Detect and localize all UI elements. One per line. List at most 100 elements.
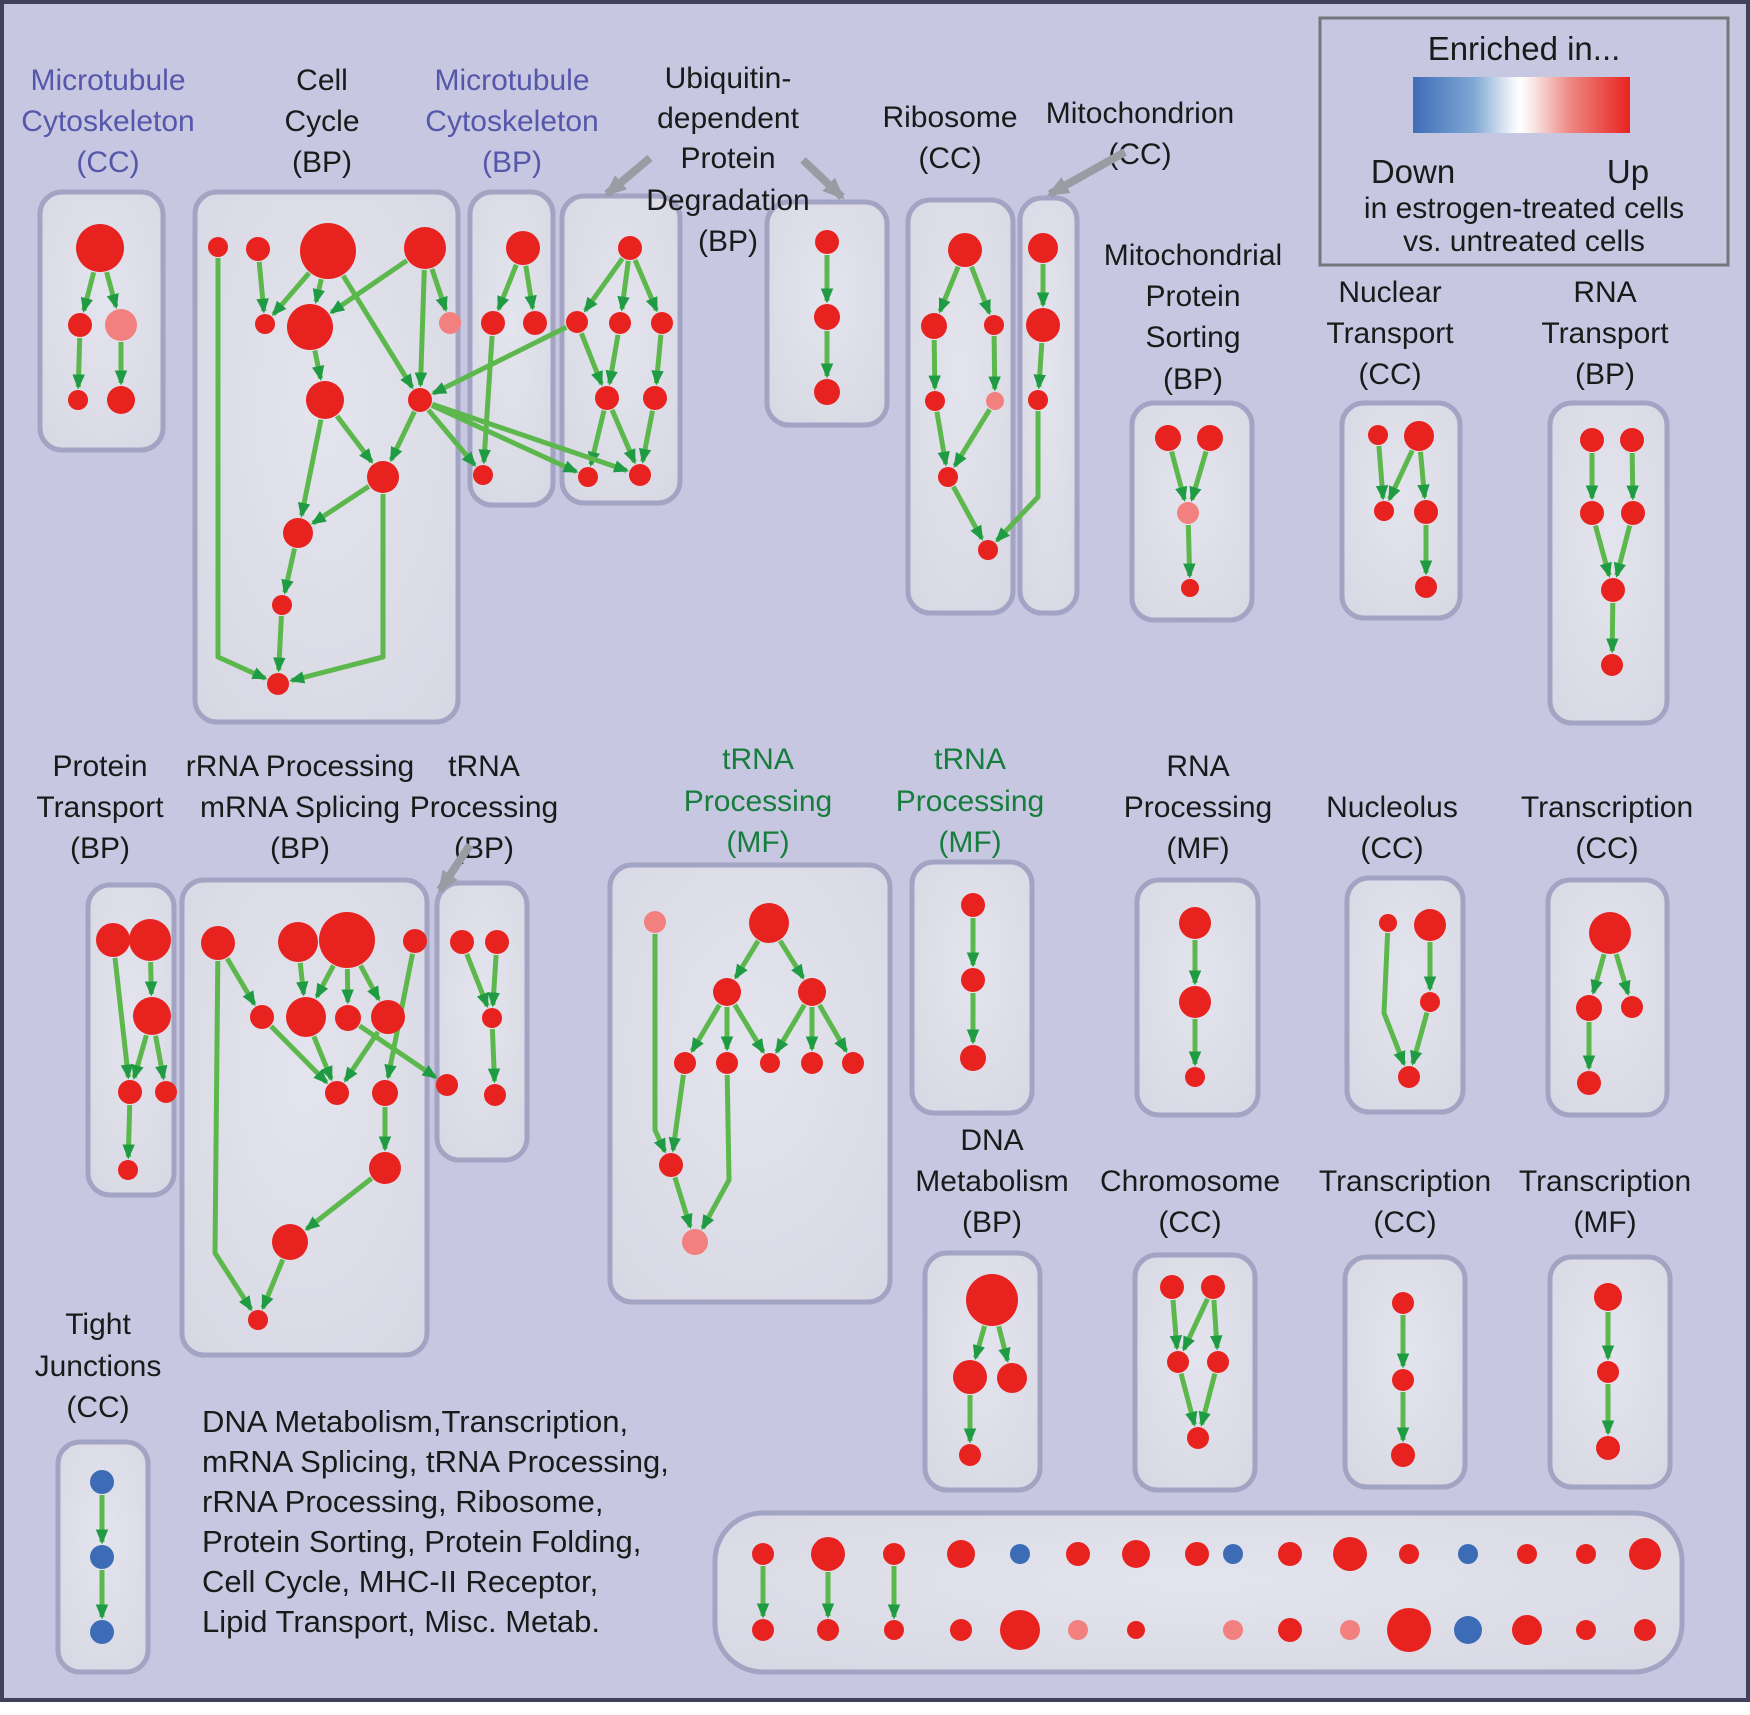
- mitochondrial-protein-sorting-bp-edge-0-2: [1169, 450, 1188, 502]
- cell-cycle-bp-node-4: [255, 314, 275, 334]
- microtubule-cytoskeleton-bp-edge-0-1: [496, 263, 519, 312]
- cell-cycle-bp-node-10: [283, 518, 313, 548]
- strip-col-10-top-node: [1333, 1537, 1367, 1571]
- ribosome-cc-edge-5-6: [951, 485, 984, 541]
- ubiquitin-degradation-bp-1-label-line-4: (BP): [698, 225, 758, 258]
- cross-edge-3: [426, 408, 477, 467]
- microtubule-cytoskeleton-cc-edge-0-2: [104, 271, 119, 310]
- trna-processing-mf-1-edge-3-8: [817, 1003, 849, 1054]
- ubiquitin-degradation-bp-1-node-4: [595, 386, 619, 410]
- rrna-processing-mrna-splicing-bp-node-1: [278, 922, 318, 962]
- ubiquitin-degradation-bp-1-edge-0-3: [632, 259, 659, 313]
- nucleolus-cc-node-1: [1414, 909, 1446, 941]
- mitochondrion-cc-box: [1017, 195, 1080, 616]
- rrna-processing-mrna-splicing-bp-node-2: [319, 912, 375, 968]
- trna-processing-mf-2-label-line-2: (MF): [938, 826, 1001, 859]
- ubiquitin-degradation-bp-2-node-2: [814, 379, 840, 405]
- transcription-mf-node-0: [1594, 1283, 1622, 1311]
- rna-processing-mf-label-line-0: RNA: [1166, 750, 1229, 783]
- trna-processing-mf-1-edge-4-9: [668, 1074, 686, 1153]
- cross-edge-4: [995, 411, 1041, 543]
- rrna-processing-mrna-splicing-bp-edge-0-4: [225, 957, 257, 1007]
- trna-processing-mf-1-node-5: [716, 1052, 738, 1074]
- tight-junctions-cc-node-2: [90, 1620, 114, 1644]
- nucleolus-cc-node-2: [1420, 992, 1440, 1012]
- transcription-cc-row2-label-line-0: Transcription: [1521, 791, 1693, 824]
- trna-processing-mf-1-label-line-0: tRNA: [722, 743, 794, 776]
- cell-cycle-bp-edge-5-7: [311, 349, 325, 381]
- mitochondrion-cc-node-2: [1028, 390, 1048, 410]
- mitochondrial-protein-sorting-bp-node-2: [1177, 502, 1199, 524]
- dna-metabolism-bp-edge-0-2: [996, 1325, 1011, 1364]
- ubiquitin-degradation-bp-1-node-5: [643, 386, 667, 410]
- chromosome-cc-edge-1-2: [1181, 1297, 1210, 1352]
- cell-cycle-bp-node-2: [300, 223, 356, 279]
- legend-down-label: Down: [1371, 153, 1455, 190]
- transcription-cc-row2-node-3: [1577, 1071, 1601, 1095]
- nuclear-transport-cc-node-0: [1368, 425, 1388, 445]
- rrna-processing-mrna-splicing-bp-node-9: [372, 1080, 398, 1106]
- ribosome-cc-node-5: [938, 467, 958, 487]
- strip-col-13-bottom-node: [1512, 1615, 1542, 1645]
- trna-processing-mf-2-label-line-0: tRNA: [934, 743, 1006, 776]
- rrna-processing-mrna-splicing-bp-node-7: [371, 1000, 405, 1034]
- cell-cycle-bp-edge-3-5: [329, 258, 409, 315]
- transcription-cc-row3-label-line-1: (CC): [1373, 1206, 1436, 1239]
- microtubule-cytoskeleton-cc-label-line-2: (CC): [76, 146, 139, 179]
- protein-transport-bp-label-line-0: Protein: [52, 750, 147, 783]
- cell-cycle-bp-edge-11-12: [273, 615, 286, 673]
- ubiquitin-degradation-bp-1-edge-4-7: [609, 408, 637, 465]
- protein-transport-bp-node-0: [96, 923, 130, 957]
- rna-transport-bp-node-4: [1601, 578, 1625, 602]
- trna-processing-bp-label-line-0: tRNA: [448, 750, 520, 783]
- transcription-cc-row3-node-0: [1392, 1292, 1414, 1314]
- chromosome-cc-node-1: [1201, 1275, 1225, 1299]
- ribosome-cc-node-1: [921, 313, 947, 339]
- rrna-processing-mrna-splicing-bp-node-10: [369, 1152, 401, 1184]
- ubiquitin-degradation-bp-2-node-0: [815, 230, 839, 254]
- ribosome-cc-node-0: [948, 233, 982, 267]
- strip-col-11-top-node: [1399, 1544, 1419, 1564]
- protein-transport-bp-edge-0-3: [112, 957, 134, 1080]
- microtubule-cytoskeleton-cc-label-line-0: Microtubule: [30, 64, 185, 97]
- ubiquitin-degradation-bp-1-edge-2-4: [605, 334, 621, 386]
- trna-processing-bp-node-0: [450, 930, 474, 954]
- trna-processing-mf-1-label-line-2: (MF): [726, 826, 789, 859]
- trna-processing-mf-1-node-4: [674, 1052, 696, 1074]
- labels-layer: Microtubule Cytoskeleton (CC) Cell Cycle (BP)…: [21, 62, 1693, 1639]
- strip-col-14-top-node: [1576, 1544, 1596, 1564]
- cell-cycle-bp-node-5: [287, 304, 333, 350]
- cross-edge-5: [358, 1023, 438, 1080]
- cross-edge-0: [431, 325, 568, 396]
- rrna-processing-mrna-splicing-bp-node-11: [272, 1224, 308, 1260]
- transcription-cc-row3-label-line-0: Transcription: [1319, 1165, 1491, 1198]
- trna-processing-mf-1-node-6: [760, 1053, 780, 1073]
- chromosome-cc-node-3: [1207, 1351, 1229, 1373]
- rna-processing-mf-label-line-1: Processing: [1124, 791, 1272, 824]
- rrna-processing-mrna-splicing-bp-node-0: [201, 926, 235, 960]
- protein-transport-bp-node-4: [155, 1081, 177, 1103]
- tight-junctions-cc-label-line-2: (CC): [66, 1391, 129, 1424]
- rrna-processing-mrna-splicing-bp-label-line-2: (BP): [270, 832, 330, 865]
- ribosome-cc-edge-4-5: [952, 408, 992, 469]
- mitochondrion-cc-label-line-0: Mitochondrion: [1046, 97, 1234, 130]
- transcription-mf-label-line-1: (MF): [1573, 1206, 1636, 1239]
- transcription-cc-row3-node-2: [1391, 1443, 1415, 1467]
- rrna-processing-mrna-splicing-bp-edge-1-5: [296, 962, 309, 997]
- trna-processing-bp-edge-2-4: [487, 1028, 501, 1084]
- ribosome-cc-edge-2-4: [988, 335, 1001, 392]
- protein-transport-bp-node-5: [118, 1160, 138, 1180]
- ribosome-cc-node-4: [986, 392, 1004, 410]
- edges-layer: [72, 255, 1639, 1620]
- chromosome-cc-edge-1-3: [1210, 1299, 1223, 1351]
- gray-arrow-trna-bp-to-box-icon: [436, 842, 474, 894]
- strip-col-7-top-node: [1185, 1542, 1209, 1566]
- ubiquitin-degradation-bp-1-edge-5-7: [638, 410, 655, 464]
- rrna-processing-mrna-splicing-bp-node-6: [335, 1005, 361, 1031]
- rna-transport-bp-node-5: [1601, 654, 1623, 676]
- rna-processing-mf-node-2: [1185, 1067, 1205, 1087]
- strip-col-2-bottom-node: [884, 1620, 904, 1640]
- microtubule-cytoskeleton-cc-edge-0-1: [80, 271, 97, 313]
- trna-processing-mf-1-node-2: [713, 978, 741, 1006]
- strip-col-15-top-node: [1629, 1538, 1661, 1570]
